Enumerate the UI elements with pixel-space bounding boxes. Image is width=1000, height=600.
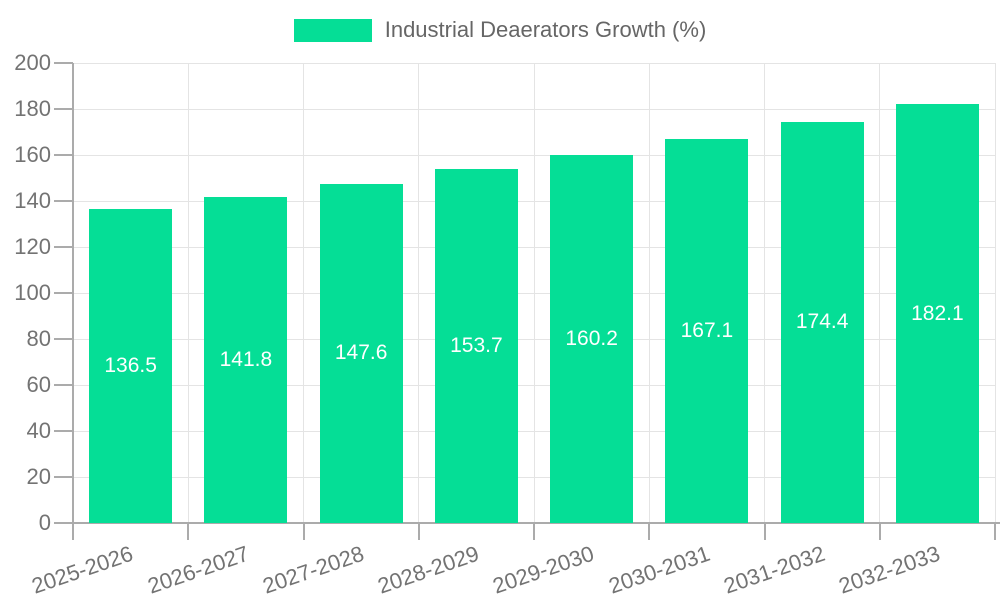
bar[interactable]: 160.2 (550, 154, 634, 523)
y-axis-tick-label: 60 (26, 372, 51, 397)
y-axis-tick (54, 384, 73, 386)
y-axis-tick-label: 160 (14, 142, 51, 167)
y-axis-tick-label: 100 (14, 280, 51, 305)
bar-value-label: 182.1 (911, 301, 964, 325)
y-axis-tick-label: 20 (26, 464, 51, 489)
legend-item[interactable]: Industrial Deaerators Growth (%) (293, 17, 707, 43)
y-axis-tick (54, 430, 73, 432)
bar[interactable]: 147.6 (319, 183, 403, 523)
bar-value-label: 174.4 (795, 310, 849, 334)
x-axis-tick-label: 2029-2030 (489, 540, 598, 599)
bar[interactable]: 136.5 (89, 209, 173, 523)
x-axis-tick (878, 523, 881, 540)
bar-value-label: 160.2 (565, 326, 618, 350)
x-gridline (764, 63, 765, 523)
y-axis-tick (54, 200, 73, 202)
x-axis-tick (302, 523, 305, 540)
x-axis-tick (994, 523, 996, 540)
x-axis-tick (763, 523, 766, 540)
bar[interactable]: 153.7 (434, 169, 518, 523)
bar-value-label: 136.5 (104, 354, 157, 378)
bar-value-label: 167.1 (680, 318, 734, 342)
legend: Industrial Deaerators Growth (%) (0, 17, 1000, 43)
y-axis-tick (54, 476, 73, 478)
x-axis-tick (533, 523, 535, 540)
x-axis-tick (187, 523, 190, 540)
x-gridline (879, 63, 881, 523)
x-gridline (418, 63, 420, 523)
bar[interactable]: 182.1 (895, 104, 979, 523)
y-axis-tick-label: 40 (26, 418, 51, 443)
x-axis-tick-label: 2030-2031 (605, 540, 713, 599)
y-axis-tick-label: 0 (38, 510, 51, 535)
x-gridline (648, 63, 650, 523)
bar-value-label: 141.8 (219, 347, 273, 371)
bar[interactable]: 141.8 (204, 196, 288, 523)
x-axis-tick-label: 2025-2026 (28, 540, 137, 599)
y-axis-tick (54, 338, 73, 340)
legend-label: Industrial Deaerators Growth (%) (384, 17, 707, 42)
x-axis-tick-label: 2032-2033 (835, 540, 944, 599)
y-axis-tick (54, 246, 73, 248)
bar-value-label: 147.6 (334, 341, 388, 365)
x-axis-tick (417, 523, 420, 540)
y-axis-tick (54, 292, 73, 294)
x-axis-tick-label: 2028-2029 (374, 540, 483, 599)
y-axis-tick-label: 180 (14, 96, 51, 121)
x-gridline (533, 63, 535, 523)
y-axis-tick (54, 62, 73, 64)
x-axis-line (73, 522, 1000, 524)
bar[interactable]: 174.4 (780, 121, 864, 523)
bar-value-label: 153.7 (450, 334, 503, 358)
y-axis-line (72, 63, 74, 540)
y-axis-tick (54, 522, 73, 524)
x-gridline (994, 63, 996, 523)
x-axis-tick-label: 2026-2027 (144, 540, 252, 599)
y-axis-tick (54, 154, 73, 156)
x-gridline (303, 63, 304, 523)
x-axis-tick-label: 2031-2032 (720, 540, 829, 599)
y-axis-tick-label: 80 (26, 326, 51, 351)
y-axis-tick (54, 108, 73, 110)
legend-swatch (293, 18, 372, 42)
y-axis-tick-label: 140 (14, 188, 51, 213)
y-axis-tick-label: 200 (14, 50, 51, 75)
y-axis-tick-label: 120 (14, 234, 51, 259)
x-axis-tick (648, 523, 651, 540)
x-axis-tick-label: 2027-2028 (259, 540, 368, 599)
x-gridline (187, 63, 189, 523)
bar[interactable]: 167.1 (665, 138, 749, 523)
